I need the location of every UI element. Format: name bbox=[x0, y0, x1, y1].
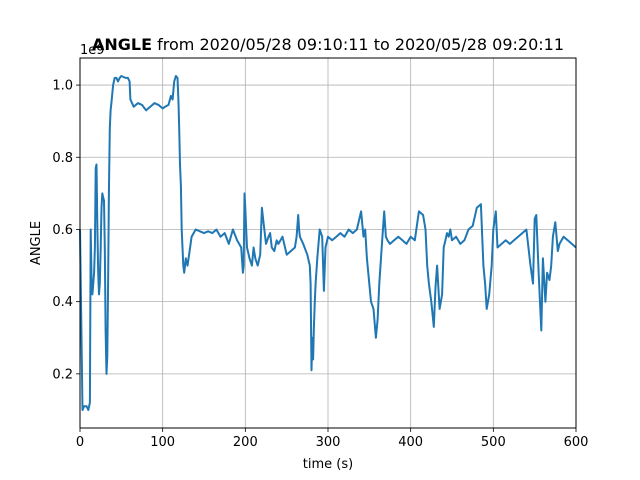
x-axis-label: time (s) bbox=[303, 457, 353, 472]
y-tick-label: 0.8 bbox=[52, 151, 73, 166]
y-ticks: 0.2 0.4 0.6 0.8 1.0 bbox=[52, 79, 80, 382]
y-tick-label: 0.2 bbox=[52, 367, 73, 382]
title-rest-part: from 2020/05/28 09:10:11 to 2020/05/28 0… bbox=[152, 35, 564, 54]
y-tick-label: 0.4 bbox=[52, 295, 73, 310]
x-ticks: 0 100 200 300 400 500 600 bbox=[76, 428, 589, 450]
x-tick-label: 200 bbox=[233, 435, 258, 450]
x-tick-label: 400 bbox=[398, 435, 423, 450]
x-tick-label: 600 bbox=[564, 435, 589, 450]
x-tick-label: 100 bbox=[150, 435, 175, 450]
series-line bbox=[79, 75, 577, 411]
chart-title: ANGLE from 2020/05/28 09:10:11 to 2020/0… bbox=[92, 35, 564, 54]
y-offset-text: 1e9 bbox=[80, 43, 105, 58]
x-tick-label: 500 bbox=[481, 435, 506, 450]
x-tick-label: 0 bbox=[76, 435, 84, 450]
y-tick-label: 0.6 bbox=[52, 223, 73, 238]
x-tick-label: 300 bbox=[316, 435, 341, 450]
title-bold-part: ANGLE bbox=[92, 35, 152, 54]
y-tick-label: 1.0 bbox=[52, 79, 73, 94]
y-axis-label: ANGLE bbox=[29, 221, 44, 265]
series-layer bbox=[79, 75, 577, 411]
